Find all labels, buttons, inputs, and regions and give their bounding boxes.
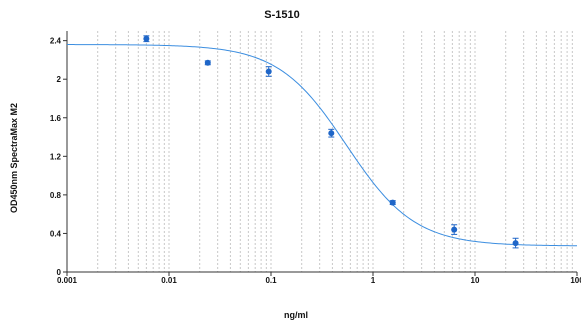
- data-points: [143, 35, 519, 249]
- data-point: [451, 226, 458, 233]
- data-point: [512, 240, 519, 247]
- x-tick-label: 0.01: [161, 276, 177, 285]
- grid-lines: [97, 31, 573, 272]
- fit-curve: [67, 44, 578, 247]
- y-tick-label: 0.4: [50, 229, 62, 238]
- x-tick-label: 1: [371, 276, 376, 285]
- data-point: [265, 68, 272, 75]
- y-axis-ticks: 0 0.4 0.8 1.2 1.6 2 2.4: [50, 37, 67, 277]
- y-tick-label: 2.4: [50, 37, 62, 46]
- y-tick-label: 1.2: [50, 152, 62, 161]
- y-tick-label: 2: [57, 75, 62, 84]
- x-tick-label: 10: [471, 276, 480, 285]
- data-point: [389, 199, 396, 206]
- y-axis-label: OD450nm SpectraMax M2: [9, 103, 19, 213]
- axes: [66, 31, 577, 273]
- x-tick-label: 100: [570, 276, 581, 285]
- y-tick-label: 0.8: [50, 191, 62, 200]
- data-point: [204, 59, 211, 66]
- y-tick-label: 0: [57, 268, 62, 277]
- data-point: [143, 35, 150, 42]
- x-axis-ticks: 0.001 0.01 0.1 1 10 100: [57, 272, 581, 285]
- x-axis-label: ng/ml: [284, 310, 308, 320]
- x-tick-label: 0.001: [57, 276, 78, 285]
- x-tick-label: 0.1: [265, 276, 277, 285]
- y-tick-label: 1.6: [50, 114, 62, 123]
- chart-title: S-1510: [264, 9, 299, 21]
- data-point: [328, 130, 335, 137]
